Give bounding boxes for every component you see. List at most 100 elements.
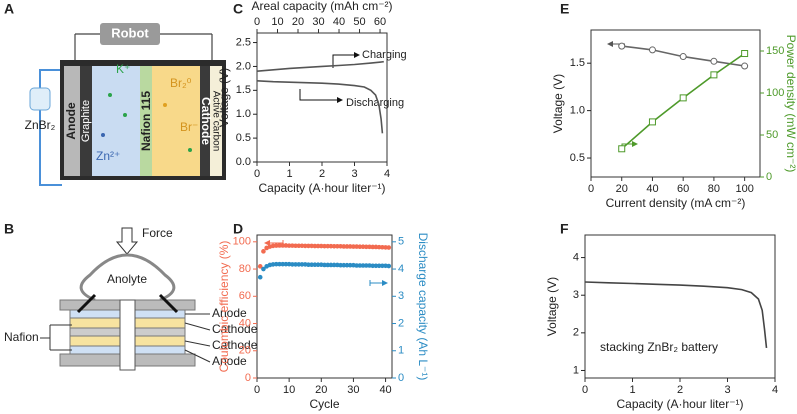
x-tick-label: 1 [286,168,292,180]
ion-label: K⁺ [116,62,130,76]
point [315,243,321,249]
annotation-arrow [354,52,360,58]
point [325,262,331,268]
point [370,263,376,269]
x-tick-label: 40 [379,384,391,396]
point [357,244,363,250]
point [273,261,279,267]
y2-tick-label: 2 [398,317,404,329]
ion [163,103,167,107]
catholyte [152,66,200,176]
cathode-label: Cathode [199,97,213,145]
anolyte [92,66,140,176]
y2-tick-label: 1 [398,345,404,357]
x-tick-label: 4 [384,168,390,180]
annotation: Charging [362,49,407,61]
x-tick-label: 80 [708,183,720,195]
x-tick-label: 0 [588,183,594,195]
point [257,274,263,280]
y2-axis-label: Power density (mW cm⁻²) [784,35,797,173]
anolyte-label: Anolyte [107,272,147,286]
annotation-arrow [299,89,341,101]
leader [184,322,211,331]
leader [184,340,211,347]
y-tick-label: 40 [239,317,251,329]
ion [123,113,127,117]
x-tick-label: 2 [319,168,325,180]
point [293,243,298,249]
dome [79,253,176,302]
x-axis-label: Cycle [309,397,339,411]
y-tick-label: 1.0 [236,108,251,120]
marker [648,118,656,126]
y-tick-label: 0.5 [570,152,585,164]
y-tick-label: 0.0 [236,156,251,168]
ion [108,93,112,97]
point [341,244,347,249]
annotation: stacking ZnBr₂ battery [600,340,718,354]
panel-label: D [233,221,243,237]
point [331,244,337,249]
point [322,243,327,249]
y2-tick-label: 3 [398,290,404,302]
point [344,244,350,249]
point [280,261,286,267]
point [376,263,382,269]
y-tick-label: 1 [573,364,579,376]
layer-label: Cathode [212,322,258,336]
point [315,262,321,267]
ion [188,148,192,152]
x-axis-label: Capacity (A·hour liter⁻¹) [258,181,385,195]
x-tick-label: 0 [254,384,260,396]
layer-label: Cathode [212,338,258,352]
y-tick-label: 80 [239,263,251,275]
point [280,243,286,248]
y2-tick-label: 0 [398,372,404,384]
x-tick-label: 0 [582,384,588,396]
point [277,261,282,267]
nafion-label: Nafion [4,330,39,344]
point [312,262,318,267]
point [296,262,302,267]
y-tick-label: 0.5 [236,132,251,144]
point [331,262,337,268]
point [296,243,302,249]
point [325,243,331,249]
x2-tick-label: 40 [333,16,345,28]
point [306,262,311,267]
y-tick-label: 1.5 [236,84,251,96]
carbon-label: Active carbon [210,91,221,152]
marker [618,145,626,153]
point [347,262,353,268]
point [363,244,369,250]
ion-label: Zn²⁺ [96,149,120,163]
point [261,266,266,272]
y-axis-label: Voltage (V) [551,74,565,133]
x-axis-label: Current density (mA cm⁻²) [606,196,746,210]
y-axis-label: Voltage (V) [545,277,559,336]
graphite [80,66,92,176]
species-label: Br₂⁰ [170,76,192,90]
x-tick-label: 4 [772,384,778,396]
x2-tick-label: 50 [353,16,365,28]
point [312,243,318,249]
layer-label: Anode [212,354,247,368]
marker [741,50,749,58]
membrane [140,66,152,176]
y2-tick-label: 50 [766,129,778,141]
point [302,243,308,249]
annotation: Discharging [346,97,404,109]
point [341,262,347,268]
y2-tick-label: 0 [766,171,772,183]
point [283,261,289,267]
plot-frame [584,234,776,379]
force-label: Force [142,226,173,240]
point [363,263,369,268]
tank-label: ZnBr₂ [25,118,56,132]
x-tick-label: 20 [616,183,628,195]
x-tick-label: 1 [629,384,635,396]
y2-tick-label: 4 [398,263,404,275]
panel-label: A [4,1,14,17]
x-axis-label: Capacity (A·hour liter⁻¹) [616,397,743,411]
point [286,243,292,248]
